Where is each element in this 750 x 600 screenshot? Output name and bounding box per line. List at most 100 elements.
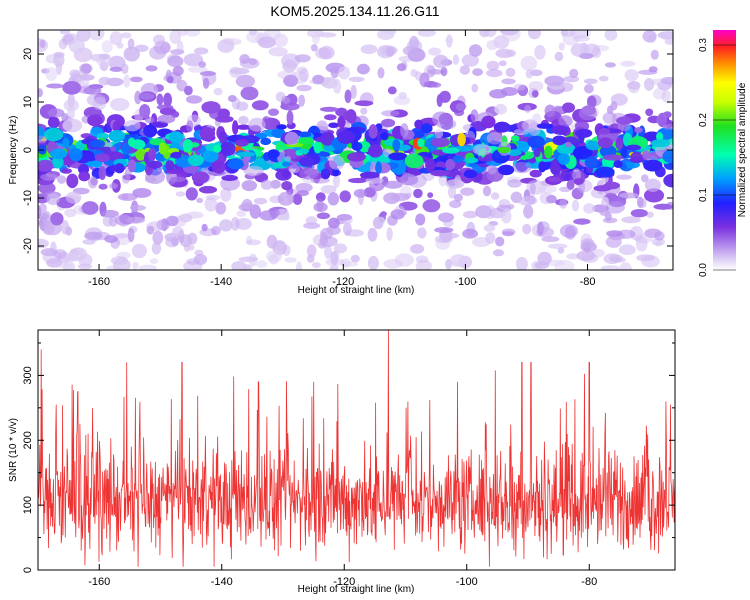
colorbar-tick-label: 0.0 bbox=[698, 263, 709, 277]
heatmap-cell bbox=[485, 232, 496, 244]
heatmap-cell bbox=[320, 168, 331, 180]
heatmap-cell bbox=[61, 220, 70, 235]
heatmap-cell bbox=[573, 178, 584, 185]
heatmap-cell bbox=[512, 162, 532, 174]
heatmap-cell bbox=[248, 30, 257, 36]
heatmap-cell bbox=[114, 163, 125, 174]
heatmap-cell bbox=[46, 193, 60, 206]
heatmap-cell bbox=[319, 106, 339, 112]
heatmap-cell bbox=[368, 124, 378, 139]
heatmap-cell bbox=[268, 47, 288, 57]
heatmap-cell bbox=[544, 145, 553, 159]
heatmap-cell bbox=[157, 114, 176, 124]
heatmap-cell bbox=[499, 30, 519, 36]
heatmap-cell bbox=[298, 148, 309, 154]
heatmap-cell bbox=[442, 147, 460, 154]
heatmap-cell bbox=[618, 192, 639, 199]
heatmap-cell bbox=[353, 188, 367, 198]
heatmap-cell bbox=[387, 86, 397, 95]
heatmap-cell bbox=[502, 231, 514, 237]
heatmap-cell bbox=[82, 239, 96, 245]
heatmap-cell bbox=[193, 254, 208, 265]
heatmap-cell bbox=[396, 63, 407, 72]
heatmap-x-ticks: -160 -140 -120 -100 -80 bbox=[88, 30, 595, 288]
heatmap-cell bbox=[595, 166, 615, 178]
heatmap-cell bbox=[583, 203, 595, 214]
heatmap-cell bbox=[62, 138, 70, 148]
colorbar: 0.0 0.1 0.2 0.3 Normalized spectral amplitu… bbox=[698, 30, 748, 277]
heatmap-cell bbox=[360, 107, 368, 115]
heatmap-cell bbox=[284, 257, 297, 263]
heatmap-cell bbox=[536, 123, 554, 129]
heatmap-cell bbox=[445, 158, 456, 171]
heatmap-cell bbox=[76, 30, 91, 42]
heatmap-cell bbox=[486, 69, 503, 78]
heatmap-cell bbox=[562, 102, 575, 113]
snr-frame bbox=[37, 329, 676, 571]
heatmap-cell bbox=[305, 216, 318, 226]
heatmap-cell bbox=[240, 86, 259, 101]
heatmap-cell bbox=[558, 115, 573, 127]
heatmap-cell bbox=[461, 54, 479, 67]
heatmap-cell bbox=[392, 139, 401, 151]
heatmap-cell bbox=[544, 104, 556, 118]
heatmap-cell bbox=[493, 35, 510, 49]
heatmap-cell bbox=[329, 264, 339, 270]
heatmap-cell bbox=[267, 149, 280, 159]
heatmap-cell bbox=[620, 60, 636, 67]
heatmap-cell bbox=[616, 174, 632, 180]
heatmap-cell bbox=[81, 201, 99, 215]
heatmap-cell bbox=[188, 244, 195, 251]
heatmap-cell bbox=[188, 66, 208, 73]
heatmap-cell bbox=[566, 253, 580, 260]
heatmap-cell bbox=[513, 83, 526, 91]
heatmap-cell bbox=[621, 216, 641, 224]
heatmap-cell bbox=[131, 243, 147, 259]
heatmap-cell bbox=[657, 31, 673, 39]
snr-y-tick-label: 300 bbox=[22, 366, 34, 384]
snr-x-tick-label: -120 bbox=[333, 576, 355, 588]
heatmap-cell bbox=[645, 108, 654, 117]
heatmap-cell bbox=[500, 87, 519, 96]
heatmap-cell bbox=[121, 173, 131, 184]
heatmap-cell bbox=[282, 244, 291, 257]
heatmap-cell bbox=[200, 71, 216, 77]
heatmap-cell bbox=[316, 212, 330, 220]
heatmap-y-tick-label: -20 bbox=[22, 238, 34, 254]
heatmap-cell bbox=[527, 135, 545, 149]
heatmap-cell bbox=[65, 191, 82, 204]
heatmap-cell bbox=[191, 171, 210, 184]
heatmap-cell bbox=[328, 217, 340, 229]
heatmap-cell bbox=[117, 193, 138, 201]
heatmap-x-tick-label: -120 bbox=[332, 276, 354, 288]
snr-y-tick-label: 0 bbox=[22, 567, 34, 573]
heatmap-cell bbox=[581, 105, 597, 116]
heatmap-cell bbox=[50, 212, 64, 226]
heatmap-cell bbox=[569, 68, 579, 78]
heatmap-cell bbox=[486, 60, 500, 71]
heatmap-cell bbox=[417, 227, 427, 239]
heatmap-cell bbox=[170, 49, 185, 55]
heatmap-cell bbox=[490, 192, 500, 200]
heatmap-cell bbox=[510, 191, 523, 203]
heatmap-cell bbox=[471, 83, 479, 93]
heatmap-cell bbox=[426, 65, 436, 78]
heatmap-cell bbox=[468, 44, 483, 57]
heatmap-cell bbox=[646, 211, 654, 218]
heatmap-cell bbox=[268, 254, 280, 265]
heatmap-cell bbox=[619, 262, 632, 270]
heatmap-cell bbox=[88, 176, 98, 189]
heatmap-cell bbox=[327, 192, 340, 206]
heatmap-cell bbox=[152, 230, 164, 245]
heatmap-cell bbox=[248, 117, 266, 132]
heatmap-cell bbox=[261, 117, 281, 130]
heatmap-cell bbox=[452, 54, 459, 65]
heatmap-cell bbox=[434, 129, 444, 139]
heatmap-cell bbox=[462, 228, 478, 239]
colorbar-tick-label: 0.2 bbox=[698, 113, 709, 127]
heatmap-cell bbox=[251, 100, 269, 111]
heatmap-cell bbox=[557, 153, 571, 166]
heatmap-cell bbox=[430, 137, 450, 148]
heatmap-cell bbox=[169, 30, 181, 44]
heatmap-cell bbox=[298, 68, 309, 82]
